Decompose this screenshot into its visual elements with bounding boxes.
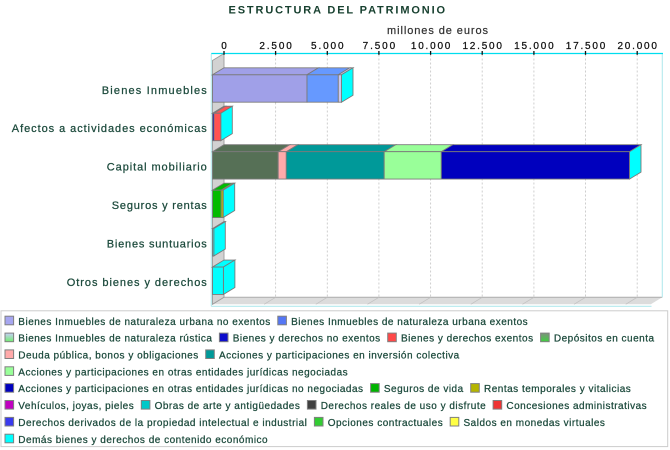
svg-text:12.500: 12.500 [462,41,502,52]
svg-text:7.500: 7.500 [363,41,396,52]
svg-text:Seguros y rentas: Seguros y rentas [112,200,207,212]
svg-text:Concesiones administrativas: Concesiones administrativas [506,401,647,412]
svg-text:15.000: 15.000 [514,41,554,52]
svg-text:0: 0 [221,41,227,52]
svg-text:Vehículos, joyas, pieles: Vehículos, joyas, pieles [18,401,134,412]
svg-text:Demás bienes y derechos de con: Demás bienes y derechos de contenido eco… [18,435,268,446]
svg-text:Bienes Inmuebles: Bienes Inmuebles [102,85,207,97]
svg-text:Capital mobiliario: Capital mobiliario [107,162,207,174]
svg-text:Bienes y derechos no exentos: Bienes y derechos no exentos [233,334,381,345]
svg-text:Bienes Inmuebles de naturaleza: Bienes Inmuebles de naturaleza urbana no… [18,317,270,328]
svg-text:millones de euros: millones de euros [387,25,489,37]
svg-text:Obras de arte y antigüedades: Obras de arte y antigüedades [155,401,301,412]
svg-text:Acciones y participaciones en: Acciones y participaciones en inversión … [219,351,460,362]
svg-text:20.000: 20.000 [617,41,657,52]
svg-text:10.000: 10.000 [411,41,451,52]
svg-text:Otros bienes y derechos: Otros bienes y derechos [67,277,207,289]
svg-text:2.500: 2.500 [259,41,292,52]
svg-text:Seguros de vida: Seguros de vida [384,384,464,395]
svg-text:Acciones y participaciones en: Acciones y participaciones en otras enti… [18,384,363,395]
svg-text:Afectos a actividades económic: Afectos a actividades económicas [12,123,207,135]
svg-text:Derechos reales de uso y disfr: Derechos reales de uso y disfrute [321,401,486,412]
svg-text:Saldos en monedas virtuales: Saldos en monedas virtuales [464,418,606,429]
svg-text:Bienes y derechos exentos: Bienes y derechos exentos [401,334,534,345]
svg-text:17.500: 17.500 [566,41,606,52]
svg-text:Bienes Inmuebles de naturaleza: Bienes Inmuebles de naturaleza rústica [18,334,212,345]
svg-text:Derechos derivados de la propi: Derechos derivados de la propiedad intel… [18,418,307,429]
svg-text:Acciones y participaciones en: Acciones y participaciones en otras enti… [18,367,348,378]
svg-text:Depósitos en cuenta: Depósitos en cuenta [554,334,655,345]
svg-text:5.000: 5.000 [311,41,344,52]
svg-text:Rentas temporales y vitalicias: Rentas temporales y vitalicias [484,384,631,395]
svg-text:Opciones contractuales: Opciones contractuales [328,418,444,429]
svg-text:Deuda pública, bonos y obligac: Deuda pública, bonos y obligaciones [18,351,198,362]
svg-text:ESTRUCTURA DEL PATRIMONIO: ESTRUCTURA DEL PATRIMONIO [229,5,446,17]
svg-text:Bienes Inmuebles de naturaleza: Bienes Inmuebles de naturaleza urbana ex… [291,317,528,328]
svg-text:Bienes suntuarios: Bienes suntuarios [107,239,207,251]
